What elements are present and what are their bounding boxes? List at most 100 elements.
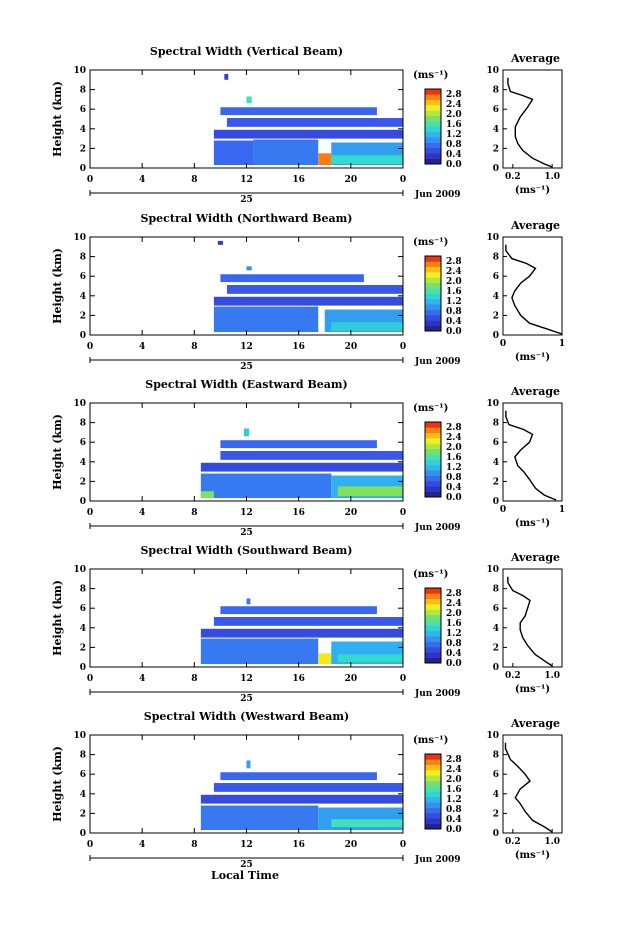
y-axis-label: Height (km)	[51, 414, 64, 490]
colorbar-segment	[425, 598, 441, 605]
x-tick-label: 4	[139, 840, 145, 850]
x-tick-label: 4	[139, 175, 145, 185]
heatmap-cell	[200, 638, 319, 665]
colorbar-tick-label: 2.0	[446, 110, 462, 120]
colorbar-frame	[424, 255, 442, 332]
x-tick-label: 8	[191, 342, 197, 352]
local-time-label: Local Time	[211, 869, 279, 882]
colorbar-tick-label: 1.2	[446, 130, 462, 140]
y-tick-label: 6	[80, 105, 86, 115]
x-tick-label: 4	[139, 674, 145, 684]
colorbar-tick-label: 2.0	[446, 277, 462, 287]
colorbar-unit: (ms⁻¹)	[413, 735, 448, 746]
colorbar-segment	[425, 137, 441, 143]
heatmap-cell	[253, 139, 319, 166]
colorbar-tick-label: 1.6	[446, 120, 462, 130]
colorbar-unit: (ms⁻¹)	[413, 569, 448, 580]
colorbar-segment	[425, 314, 441, 321]
colorbar-tick-label: 2.4	[446, 433, 462, 443]
colorbar-tick-label: 2.8	[446, 755, 462, 765]
average-y-tick-label: 4	[493, 790, 499, 800]
average-profile-line	[505, 410, 557, 501]
colorbar-tick-label: 0.4	[446, 317, 462, 327]
y-tick-label: 8	[80, 751, 86, 761]
colorbar-segment	[425, 807, 441, 814]
average-frame	[502, 402, 563, 502]
date-day-label: 25	[240, 195, 253, 205]
y-tick-label: 10	[73, 399, 86, 409]
heatmap-cell	[226, 285, 403, 294]
colorbar-segment	[425, 620, 441, 626]
colorbar-segment	[425, 99, 441, 106]
x-tick-label: 0	[400, 840, 406, 850]
colorbar-segment	[425, 288, 441, 294]
colorbar-tick-label: 1.6	[446, 619, 462, 629]
colorbar-segment	[425, 94, 441, 101]
heatmap-cell	[200, 491, 214, 499]
average-y-tick-label: 8	[493, 751, 499, 761]
average-y-tick-label: 10	[486, 399, 499, 409]
average-y-tick-label: 10	[486, 233, 499, 243]
colorbar-tick-label: 0.8	[446, 140, 462, 150]
colorbar-segment	[425, 422, 441, 428]
y-tick-label: 4	[80, 790, 86, 800]
colorbar-segment	[425, 652, 441, 658]
heatmap-cell	[226, 118, 403, 127]
date-month-label: Jun 2009	[414, 855, 461, 865]
y-tick-label: 2	[80, 809, 86, 819]
colorbar-unit: (ms⁻¹)	[413, 403, 448, 414]
x-tick-label: 16	[292, 175, 305, 185]
x-tick-label: 16	[292, 342, 305, 352]
colorbar-segment	[425, 89, 441, 95]
colorbar-segment	[425, 470, 441, 476]
average-profile-line	[505, 244, 563, 335]
average-x-tick-label: 1	[559, 505, 565, 515]
colorbar-tick-label: 0.8	[446, 307, 462, 317]
colorbar-tick-label: 0.0	[446, 160, 462, 170]
colorbar-segment	[425, 780, 441, 787]
date-month-label: Jun 2009	[414, 190, 461, 200]
average-title: Average	[510, 219, 560, 232]
date-day-label: 25	[240, 362, 253, 372]
y-tick-label: 2	[80, 144, 86, 154]
average-y-tick-label: 0	[493, 497, 499, 507]
heatmap-cell	[243, 428, 250, 437]
colorbar-segment	[425, 304, 441, 310]
average-y-tick-label: 6	[493, 604, 499, 614]
colorbar-tick-label: 1.2	[446, 297, 462, 307]
colorbar-segment	[425, 614, 441, 621]
y-tick-label: 6	[80, 272, 86, 282]
x-tick-label: 0	[87, 175, 93, 185]
colorbar-segment	[425, 266, 441, 273]
average-x-label: (ms⁻¹)	[515, 850, 550, 861]
y-tick-label: 0	[80, 164, 86, 174]
heatmap-cell	[331, 819, 403, 828]
colorbar-segment	[425, 786, 441, 792]
heatmap-cell	[213, 617, 403, 626]
x-tick-label: 0	[87, 342, 93, 352]
x-tick-label: 0	[87, 674, 93, 684]
colorbar-unit: (ms⁻¹)	[413, 237, 448, 248]
average-y-tick-label: 2	[493, 311, 499, 321]
colorbar-segment	[425, 625, 441, 632]
x-tick-label: 4	[139, 508, 145, 518]
colorbar-frame	[424, 587, 442, 664]
average-y-tick-label: 6	[493, 105, 499, 115]
colorbar-segment	[425, 454, 441, 460]
y-axis-label: Height (km)	[51, 580, 64, 656]
colorbar-segment	[425, 293, 441, 300]
x-tick-label: 20	[345, 508, 358, 518]
colorbar-tick-label: 0.8	[446, 805, 462, 815]
heatmap-cell	[220, 107, 377, 116]
x-tick-label: 0	[400, 674, 406, 684]
colorbar-segment	[425, 491, 441, 498]
colorbar-tick-label: 0.0	[446, 825, 462, 835]
heatmap-cell	[213, 783, 403, 792]
y-tick-label: 4	[80, 624, 86, 634]
colorbar-segment	[425, 115, 441, 122]
heatmap-title: Spectral Width (Eastward Beam)	[145, 378, 347, 391]
x-tick-label: 16	[292, 508, 305, 518]
average-x-label: (ms⁻¹)	[515, 352, 550, 363]
y-tick-label: 2	[80, 311, 86, 321]
